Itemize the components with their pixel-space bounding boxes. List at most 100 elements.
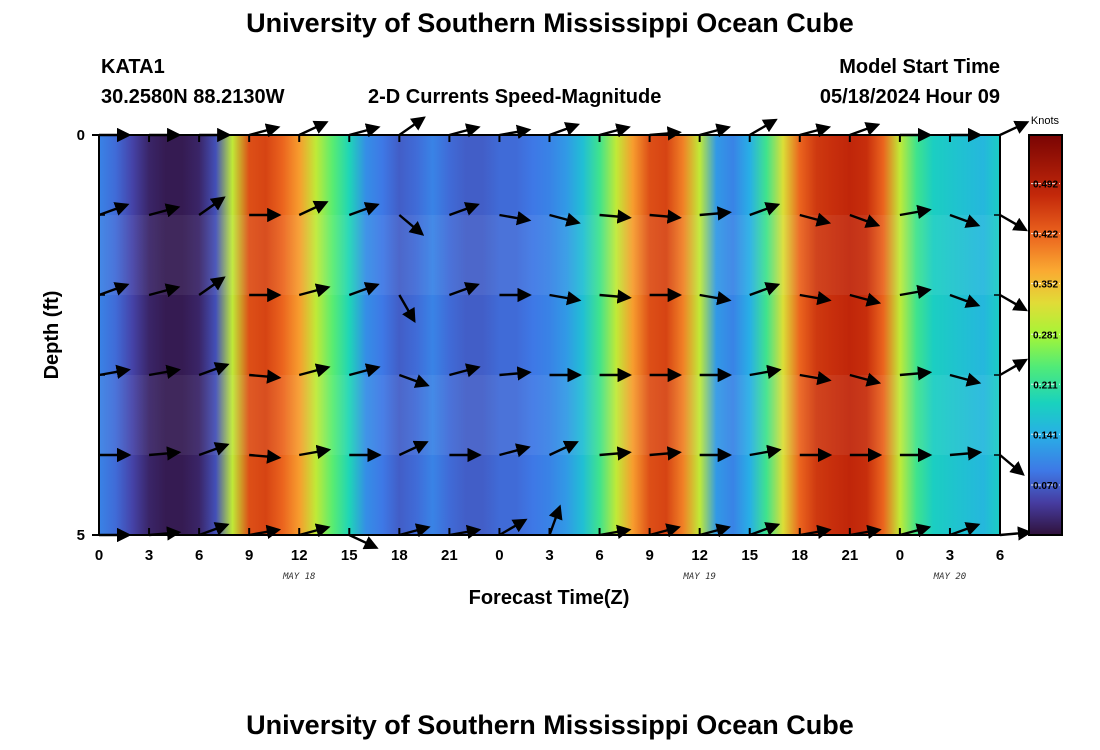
- current-arrow: [749, 444, 782, 459]
- current-arrow: [198, 442, 230, 457]
- current-arrow: [398, 116, 426, 136]
- colorbar-tick-label: 0.211: [1033, 380, 1058, 391]
- current-arrow: [799, 291, 832, 306]
- current-arrow: [348, 533, 379, 550]
- x-tick-label: 3: [145, 547, 153, 564]
- current-arrow: [549, 212, 581, 227]
- current-arrow: [298, 120, 329, 137]
- depth-band: [99, 375, 1000, 455]
- date-label: MAY 18: [282, 572, 316, 582]
- current-arrow: [348, 202, 380, 217]
- current-arrow: [749, 364, 782, 379]
- x-tick-label: 18: [391, 547, 408, 564]
- current-arrow: [449, 123, 481, 138]
- x-tick-label: 21: [441, 547, 458, 564]
- x-tick-label: 12: [691, 547, 708, 564]
- current-arrow: [999, 213, 1029, 232]
- y-axis-label: Depth (ft): [41, 291, 63, 380]
- x-tick-label: 0: [896, 547, 904, 564]
- colorbar-tick-label: 0.352: [1033, 280, 1058, 291]
- date-label: MAY 19: [682, 572, 716, 582]
- depth-band-layer: [99, 215, 1000, 455]
- plot-name: 2-D Currents Speed-Magnitude: [368, 86, 662, 108]
- current-arrow: [499, 366, 532, 381]
- current-arrow: [398, 440, 429, 457]
- current-arrow: [498, 518, 528, 537]
- colorbar-tick-label: 0.492: [1033, 180, 1058, 191]
- y-tick-label: 5: [77, 527, 85, 544]
- current-arrow: [198, 196, 226, 216]
- current-arrow: [599, 289, 632, 304]
- current-arrow: [849, 292, 882, 307]
- x-tick-label: 12: [291, 547, 308, 564]
- x-tick-label: 3: [545, 547, 553, 564]
- current-arrow: [148, 203, 181, 218]
- depth-band: [99, 215, 1000, 295]
- current-arrow: [348, 363, 381, 378]
- station-location: 30.2580N 88.2130W: [101, 86, 285, 108]
- current-arrow: [649, 446, 682, 461]
- current-arrow: [198, 522, 230, 537]
- current-arrow: [449, 363, 481, 378]
- x-tick-label: 6: [195, 547, 203, 564]
- current-arrow: [298, 283, 331, 298]
- current-arrow: [749, 202, 781, 217]
- current-arrow: [799, 371, 832, 386]
- x-tick-label: 9: [645, 547, 653, 564]
- x-tick-label: 6: [996, 547, 1004, 564]
- x-tick-label: 6: [595, 547, 603, 564]
- page-title-repeat: University of Southern Mississippi Ocean…: [246, 710, 854, 740]
- x-tick-label: 18: [791, 547, 808, 564]
- current-arrow: [299, 444, 332, 459]
- current-arrow: [599, 123, 631, 138]
- colorbar-unit-label: Knots: [1031, 115, 1060, 127]
- colorbar: 0.492 0.422 0.352 0.281 0.211 0.141 0.070: [1028, 134, 1063, 536]
- current-arrow: [949, 446, 983, 461]
- current-arrow: [98, 364, 131, 379]
- current-arrow: [399, 523, 431, 538]
- current-arrow: [398, 214, 425, 236]
- plot-area: [99, 135, 1000, 535]
- current-arrow: [198, 276, 226, 296]
- x-axis-label: Forecast Time(Z): [469, 587, 630, 609]
- current-arrow: [599, 209, 632, 224]
- current-arrow: [599, 446, 632, 461]
- colorbar-scale: [1028, 134, 1063, 536]
- current-arrow: [749, 282, 781, 297]
- current-arrow: [98, 282, 130, 297]
- current-arrow: [649, 209, 682, 224]
- current-arrow: [499, 443, 531, 458]
- x-tick-label: 0: [495, 547, 503, 564]
- page-title: University of Southern Mississippi Ocean…: [246, 8, 854, 38]
- current-arrow: [298, 200, 329, 217]
- current-arrow: [949, 293, 981, 308]
- colorbar-tick-label: 0.422: [1033, 230, 1058, 241]
- current-arrow: [799, 123, 832, 138]
- current-arrow: [999, 526, 1033, 541]
- current-arrow: [198, 362, 230, 377]
- current-arrow: [398, 294, 416, 324]
- x-tick-label: 15: [341, 547, 358, 564]
- current-arrow: [549, 291, 582, 306]
- current-arrow: [749, 522, 781, 537]
- current-arrow: [699, 123, 731, 138]
- current-arrow: [398, 373, 430, 388]
- current-arrow: [448, 282, 480, 297]
- current-arrow: [249, 369, 282, 384]
- current-arrow: [348, 123, 381, 138]
- current-arrow: [98, 202, 130, 217]
- current-arrow: [699, 206, 732, 221]
- current-arrow: [499, 211, 532, 226]
- colorbar-tick-label: 0.281: [1033, 330, 1058, 341]
- current-arrow: [148, 446, 182, 461]
- current-arrow: [148, 364, 181, 379]
- current-arrow: [649, 523, 681, 538]
- current-arrow: [548, 440, 579, 457]
- current-arrow: [249, 449, 282, 464]
- current-arrow: [448, 202, 480, 217]
- current-arrow: [549, 122, 580, 137]
- current-arrow: [849, 122, 881, 137]
- current-arrow: [298, 363, 331, 378]
